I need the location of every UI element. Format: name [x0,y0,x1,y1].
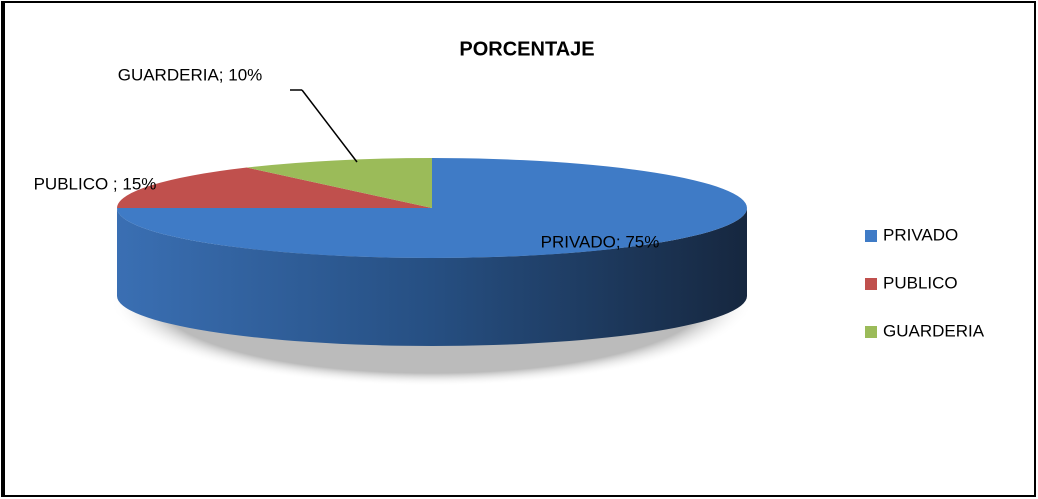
legend-swatch [865,230,877,242]
legend-swatch [865,326,877,338]
legend-swatch [865,278,877,290]
legend-label: PUBLICO [883,273,958,292]
chart-title: PORCENTAJE [459,38,594,60]
legend-label: PRIVADO [883,225,958,244]
pie-side [117,208,747,346]
leader-line [301,89,358,163]
data-label: GUARDERIA; 10% [118,65,263,84]
pie [117,158,747,346]
pie-slice [246,158,432,208]
data-label: PRIVADO; 75% [541,232,660,251]
legend-label: GUARDERIA [883,321,985,340]
pie-slice [117,167,432,208]
data-label: PUBLICO ; 15% [34,174,157,193]
